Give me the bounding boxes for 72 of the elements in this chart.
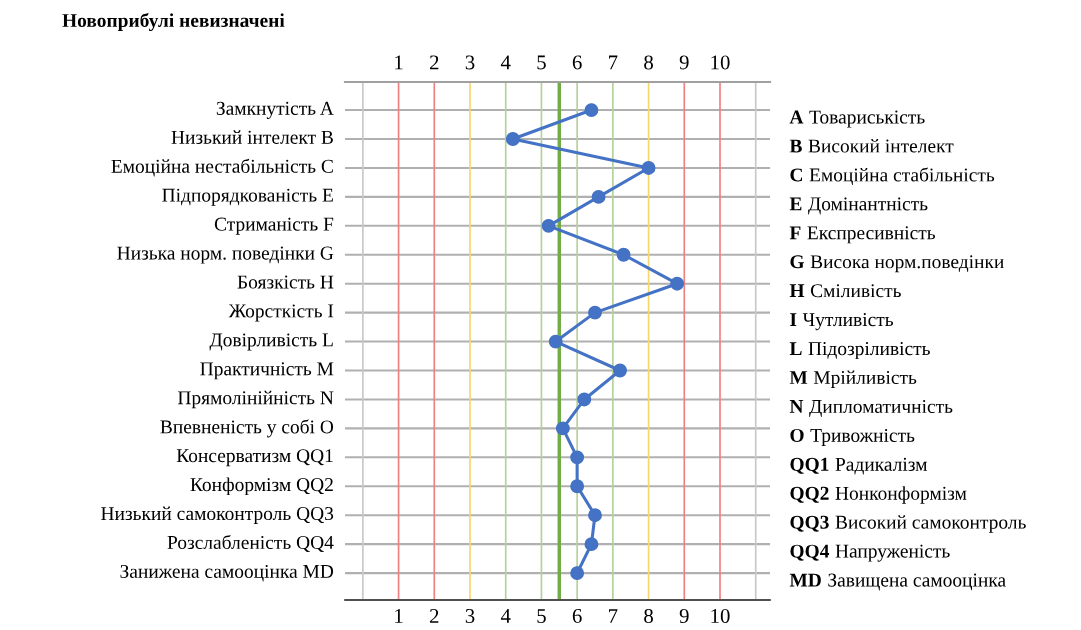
x-tick-label: 1 — [395, 609, 403, 623]
point — [577, 392, 592, 407]
y2-tick-label: MD Завищена самооцінка — [789, 573, 1006, 591]
point — [584, 103, 599, 118]
y-tick-label: Занижена самооцінка MD — [120, 564, 334, 582]
x-tick-label: 8 — [644, 608, 653, 623]
point — [548, 334, 563, 349]
point — [670, 276, 685, 291]
y2-tick-label: B Високий інтелект — [789, 139, 954, 153]
y-tick-label: Жорсткість I — [228, 304, 334, 322]
text: Новоприбулі невизначені — [62, 12, 285, 32]
x-tick-label: 7 — [609, 609, 618, 623]
point — [570, 566, 585, 581]
x-tick-label: 5 — [537, 609, 546, 623]
y2-tick-label: O Тривожність — [790, 428, 915, 446]
y-tick-label: Прямолінійність N — [177, 390, 334, 409]
y2-tick-label: C Емоційна стабільність — [790, 167, 995, 186]
x-tick-label: 2 — [429, 608, 439, 623]
point — [570, 450, 585, 465]
y-tick-label: Консерватизм QQ1 — [176, 449, 333, 467]
x-tick-label: 4 — [500, 609, 511, 623]
point — [570, 479, 585, 494]
y2-tick-label: QQ4 Напруженість — [790, 544, 950, 562]
y2-tick-label: N Дипломатичність — [789, 399, 953, 417]
y-tick-label: Підпорядкованість E — [162, 188, 333, 206]
y-tick-label: Емоційна нестабільність C — [111, 158, 333, 177]
y-tick-label: Стриманість F — [214, 217, 334, 235]
x-tick-label: 9 — [679, 608, 689, 623]
point — [541, 218, 556, 233]
y2-tick-label: M Мрійливість — [789, 370, 917, 389]
point — [505, 132, 520, 146]
point — [641, 161, 656, 175]
y-tick-label: Розслабленість QQ4 — [167, 534, 334, 552]
x2-tick-label: 6 — [572, 55, 582, 70]
y2-tick-label: A Товариськість — [789, 110, 925, 128]
y-tick-label: Конформізм QQ2 — [190, 477, 333, 496]
y-tick-label: Низька норм. поведінки G — [117, 246, 334, 264]
y-tick-label: Низький інтелект B — [171, 130, 333, 144]
x2-tick-label: 10 — [711, 55, 730, 70]
x2-tick-label: 5 — [537, 55, 546, 70]
y-tick-label: Довірливість L — [209, 333, 333, 351]
x2-tick-label: 4 — [500, 55, 511, 70]
point — [591, 189, 606, 204]
y2-tick-label: I Чутливість — [790, 313, 894, 331]
y-tick-label: Замкнутість A — [216, 101, 334, 119]
y2-tick-label: E Домінантність — [789, 197, 928, 215]
y2-tick-label: QQ2 Нонконформізм — [790, 486, 967, 504]
y2-tick-label: G Висока норм.поведінки — [790, 255, 1004, 273]
x2-tick-label: 7 — [609, 55, 618, 70]
y2-tick-label: H Сміливість — [789, 284, 901, 298]
x2-tick-label: 3 — [465, 55, 475, 70]
x2-tick-label: 2 — [429, 55, 439, 70]
point — [613, 363, 627, 378]
x-tick-label: 10 — [711, 608, 730, 623]
y-tick-label: Боязкість H — [237, 275, 334, 289]
y-tick-label: Практичність M — [200, 362, 334, 380]
point — [555, 421, 570, 436]
x-tick-label: 3 — [465, 608, 475, 623]
point — [584, 537, 599, 552]
point — [588, 305, 602, 320]
y2-tick-label: L Підозріливість — [789, 342, 930, 360]
x2-tick-label: 1 — [395, 55, 403, 70]
y2-tick-label: QQ3 Високий самоконтроль — [790, 515, 1026, 533]
y-tick-label: Впевненість у собі O — [160, 419, 334, 438]
x2-tick-label: 9 — [679, 55, 689, 70]
y-tick-label: Низький самоконтроль QQ3 — [101, 506, 334, 525]
x2-tick-label: 8 — [644, 55, 653, 70]
y2-tick-label: QQ1 Радикалізм — [790, 457, 928, 475]
y2-tick-label: F Експресивність — [789, 226, 936, 244]
point — [588, 508, 602, 523]
point — [616, 247, 631, 262]
x-tick-label: 6 — [572, 608, 582, 623]
